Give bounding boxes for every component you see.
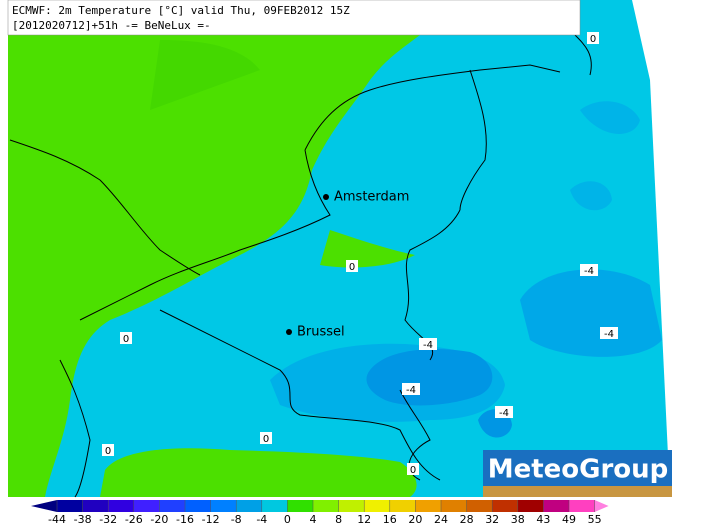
colorbar-segment [364,500,391,512]
contour-label: -4 [423,340,433,351]
colorbar-tick-label: -44 [48,513,66,525]
coastline [59,359,91,498]
colorbar-tick-label: 55 [588,513,602,525]
colorbar-tick-label: -32 [99,513,117,525]
contour-label-box [402,383,420,395]
border [459,69,487,211]
colorbar-tick-label: 4 [310,513,317,525]
colorbar-segment [287,500,314,512]
colorbar-tick-label: 28 [460,513,474,525]
colorbar-tick-label: 38 [511,513,525,525]
colorbar-tick-label: 12 [357,513,371,525]
colorbar-segment [415,500,442,512]
colorbar-high-arrow [594,500,609,512]
colorbar-segment [338,500,365,512]
colorbar-segment [185,500,212,512]
city-dot [323,194,329,200]
colorbar-segment [543,500,570,512]
contour-label-box [260,432,272,444]
contour-label: 0 [123,334,129,345]
contour-label-box [120,332,132,344]
contour-label: 0 [349,262,355,273]
contour-label-box [587,32,599,44]
colorbar-tick-label: 43 [536,513,550,525]
header-title: ECMWF: 2m Temperature [°C] valid Thu, 09… [12,4,350,17]
contour-label-box [346,260,358,272]
colorbar-tick-label: 20 [408,513,422,525]
colorbar-tick-label: 16 [383,513,397,525]
contour-label: -4 [584,266,594,277]
contour-label-box [580,264,598,276]
colorbar-segment [236,500,263,512]
colorbar-segment [517,500,544,512]
colorbar-segment [133,500,160,512]
colorbar-segment [441,500,468,512]
colorbar-segment [159,500,186,512]
warm-land [150,40,260,110]
contour-label-box [407,463,419,475]
colorbar-tick-label: -26 [125,513,143,525]
colorbar-segment [569,500,596,512]
colorbar-tick-label: 32 [485,513,499,525]
contour-label-box [419,338,437,350]
colorbar-segment [389,500,416,512]
colorbar-tick-label: 0 [284,513,291,525]
colorbar-segment [57,500,84,512]
contour-label-box [600,327,618,339]
colorbar-segment [261,500,288,512]
colorbar-tick-label: 8 [335,513,342,525]
contour-label: 0 [410,465,416,476]
colorbar-segment [492,500,519,512]
cool-patch [580,101,640,134]
contour-label: -4 [499,408,509,419]
contour-label: -4 [406,385,416,396]
city-dot [286,329,292,335]
cold-patch [520,269,662,357]
colorbar-tick-label: -4 [256,513,267,525]
colorbar-segment [108,500,135,512]
logo-text: MeteoGroup [488,455,669,485]
colorbar-tick-label: -20 [150,513,168,525]
colorbar-segment [313,500,340,512]
colorbar-segment [466,500,493,512]
contour-label: 0 [590,34,596,45]
logo-glow [483,486,672,497]
coastline [304,64,561,151]
borders [9,34,592,498]
colorbar-segment [210,500,237,512]
warm-land [320,230,415,268]
colorbar-tick-label: 24 [434,513,448,525]
city-label: Brussel [297,325,345,340]
header-box [7,0,581,36]
colorbar-tick-label: 49 [562,513,576,525]
cold-core [366,349,493,406]
border [159,309,441,481]
coastline [9,139,201,276]
contour-label: 0 [263,434,269,445]
contour-label: 0 [105,446,111,457]
city-label: Amsterdam [334,190,409,205]
colorbar-tick-label: -38 [74,513,92,525]
cool-patch [570,181,612,211]
contour-label-box [495,406,513,418]
colorbar-low-arrow [31,500,57,512]
contour-label-box [102,444,114,456]
colorbar: -44 -38 -32 -26 -20 -16 -12 -8 -4 0 4 8 12 16 20 24 28 32… [31,500,609,525]
contour-label: -4 [604,329,614,340]
warm-land [100,448,417,497]
colorbar-tick-label: -12 [202,513,220,525]
header-subtitle: [2012020712]+51h -= BeNeLux =- [12,19,211,32]
coastline [79,149,331,321]
colorbar-tick-label: -16 [176,513,194,525]
colorbar-tick-label: -8 [231,513,242,525]
warm-land [8,35,420,497]
border [574,34,592,76]
colorbar-segment [82,500,109,512]
